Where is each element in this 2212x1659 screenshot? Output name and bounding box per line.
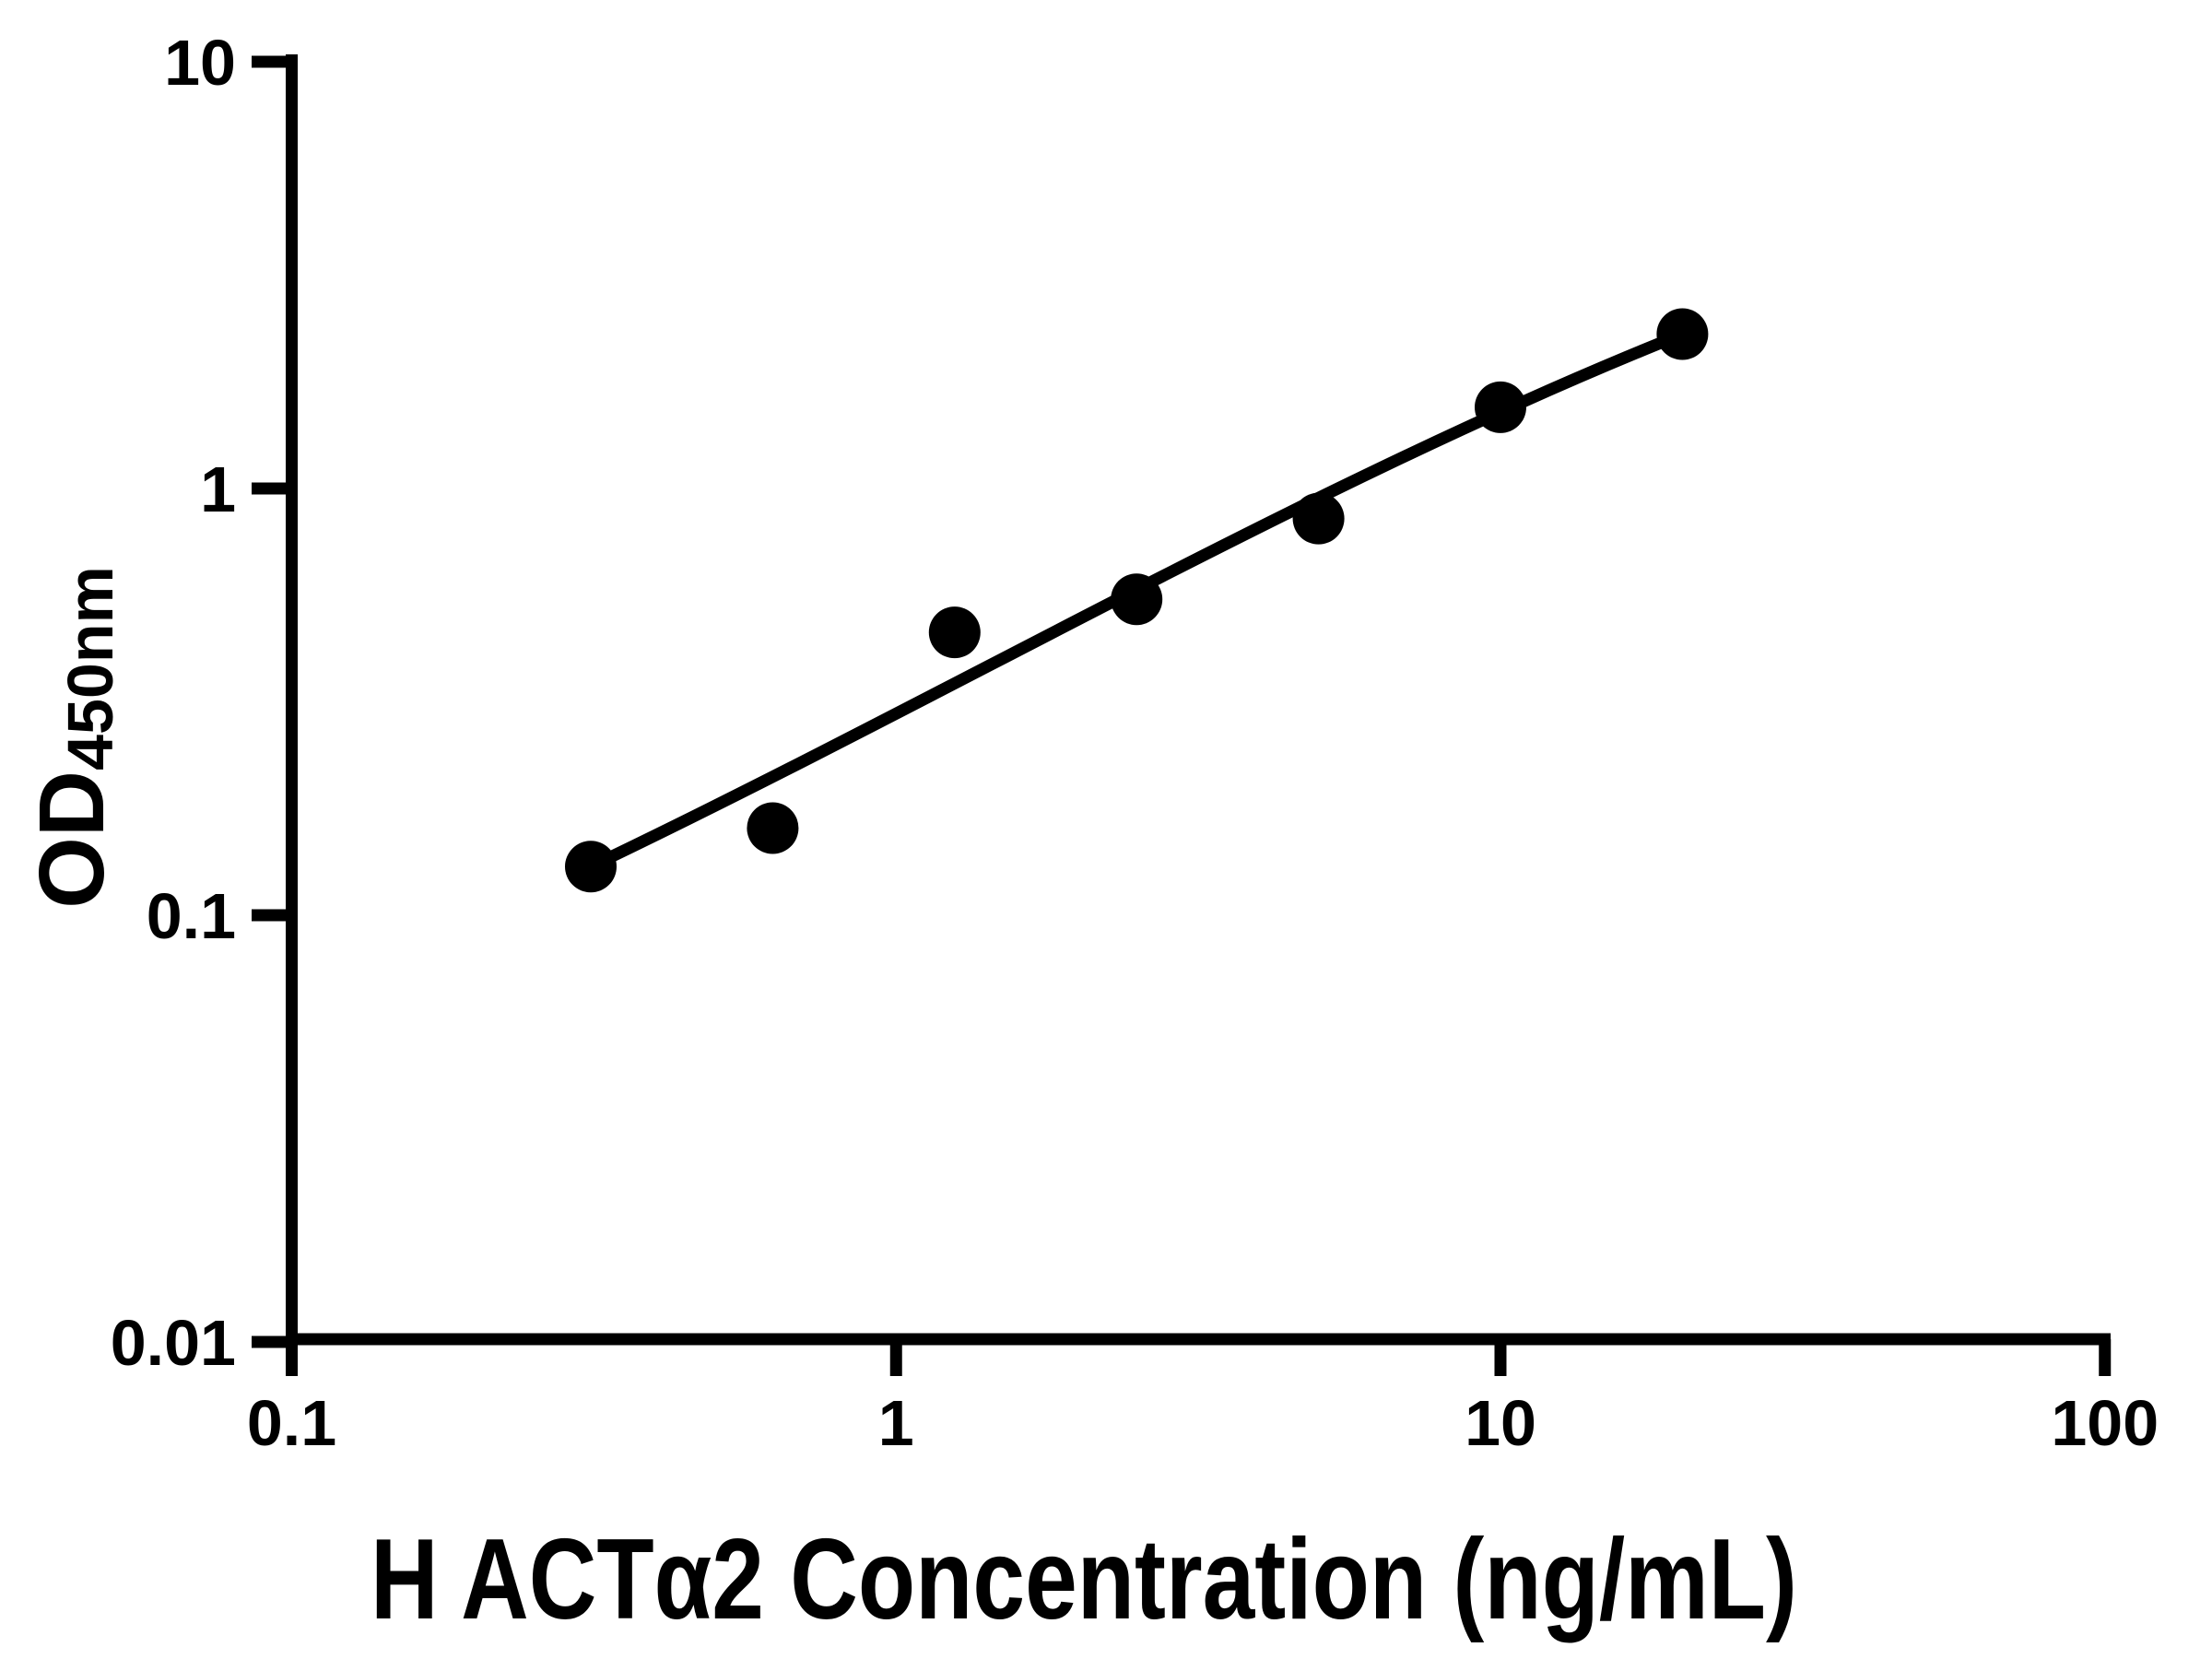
- y-axis-tick-label: 0.01: [111, 1307, 236, 1379]
- x-axis-tick-label: 0.1: [247, 1387, 336, 1459]
- y-axis-tick-label: 0.1: [147, 880, 236, 952]
- data-point: [1475, 381, 1526, 433]
- data-points: [564, 308, 1709, 893]
- y-axis-tick-label: 10: [164, 27, 236, 99]
- data-point: [928, 606, 981, 659]
- y-axis-title: OD450nm: [20, 566, 126, 909]
- x-axis-title: H ACTα2 Concentration (ng/mL): [371, 1516, 1797, 1643]
- x-axis-tick-label: 10: [1465, 1387, 1536, 1459]
- x-axis-tick-label: 1: [878, 1387, 914, 1459]
- y-axis-title-main: OD: [20, 771, 124, 909]
- data-point: [564, 841, 617, 893]
- x-axis-tick-label: 100: [2051, 1387, 2159, 1459]
- data-point: [1111, 573, 1163, 626]
- y-axis-ticks: 10 1 0.1 0.01: [111, 27, 292, 1379]
- y-axis-title-subscript: 450nm: [54, 566, 126, 771]
- y-axis-tick-label: 1: [200, 453, 236, 525]
- data-point: [747, 802, 799, 854]
- data-point: [1656, 308, 1709, 360]
- data-point: [1292, 492, 1345, 545]
